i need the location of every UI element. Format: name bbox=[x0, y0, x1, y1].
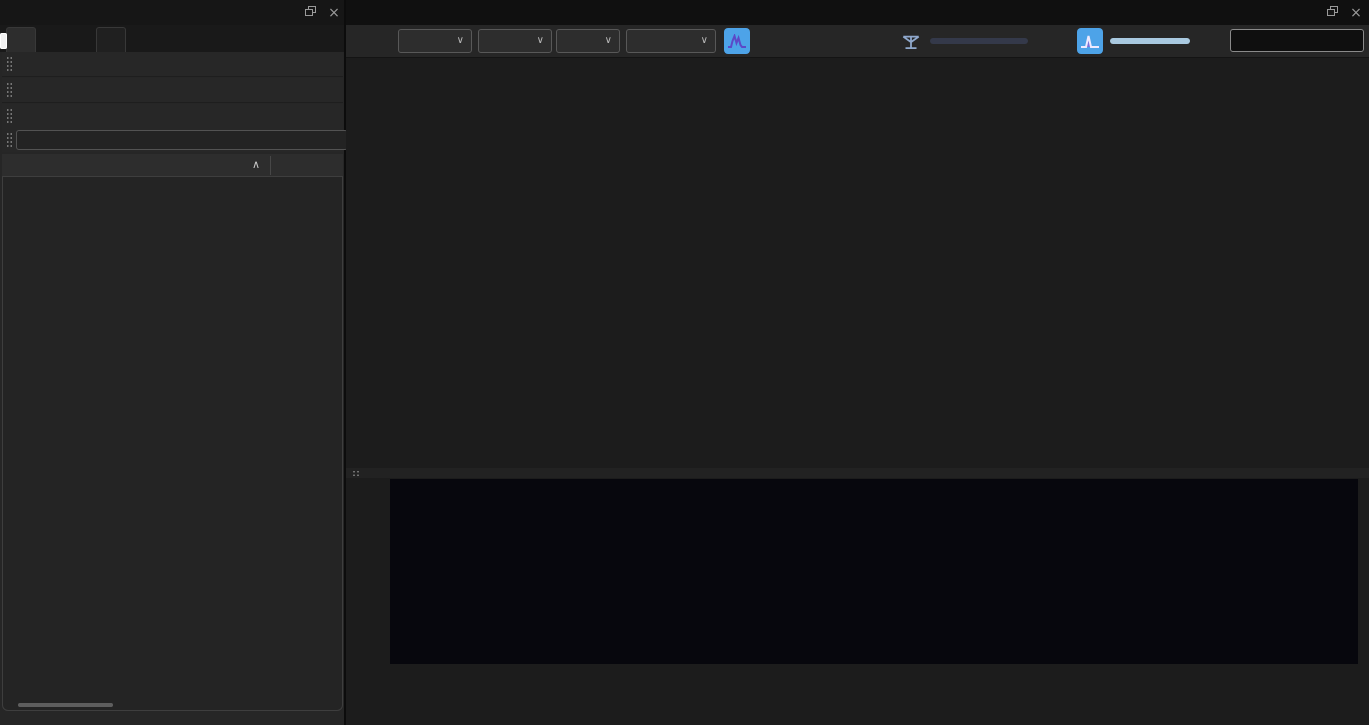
toolbar-drag-handle[interactable] bbox=[6, 56, 12, 72]
close-icon[interactable]: × bbox=[327, 7, 341, 20]
float-window-icon[interactable] bbox=[305, 6, 319, 19]
chevron-down-icon: ∨ bbox=[457, 30, 464, 52]
chevron-down-icon: ∨ bbox=[537, 30, 544, 52]
dropdown-last[interactable]: ∨ bbox=[398, 29, 472, 53]
application-window: × ∧ × ∨ ∨ ∨ bbox=[0, 0, 1369, 725]
toolbar-drag-handle[interactable] bbox=[6, 132, 12, 148]
search-input[interactable] bbox=[16, 130, 348, 150]
toolbox-titlebar: × bbox=[0, 0, 344, 25]
toolbar-row-jobs bbox=[2, 104, 343, 129]
recordings-list-container bbox=[2, 154, 343, 711]
spectrum-titlebar: × bbox=[346, 0, 1369, 25]
chevron-down-icon: ∨ bbox=[701, 30, 708, 52]
toolbar-drag-handle[interactable] bbox=[6, 108, 12, 124]
offset-slider[interactable] bbox=[930, 38, 1028, 44]
horizontal-scrollbar[interactable] bbox=[18, 703, 113, 707]
float-window-icon[interactable] bbox=[1327, 6, 1341, 19]
spectrum-curve-icon[interactable] bbox=[724, 28, 750, 54]
toolbar-drag-handle[interactable] bbox=[6, 82, 12, 98]
toolbar-row-locations bbox=[2, 52, 343, 77]
gain-slider[interactable] bbox=[1110, 38, 1190, 44]
column-divider[interactable] bbox=[270, 156, 271, 175]
splitter-drag-handle[interactable] bbox=[352, 470, 360, 477]
chevron-down-icon: ∨ bbox=[605, 30, 612, 52]
tab-measurement[interactable] bbox=[96, 27, 126, 52]
antenna-icon[interactable] bbox=[900, 30, 922, 52]
waterfall-plot[interactable] bbox=[390, 479, 1358, 664]
colorbar-gradient bbox=[745, 697, 1000, 716]
frequency-input[interactable] bbox=[1230, 29, 1364, 52]
time-window-slider[interactable] bbox=[758, 38, 848, 44]
dropdown-lines[interactable]: ∨ bbox=[556, 29, 620, 53]
tab-recordings[interactable] bbox=[6, 27, 36, 53]
toolbox-tabbar bbox=[0, 25, 344, 52]
close-icon[interactable]: × bbox=[1349, 7, 1363, 20]
search-row bbox=[2, 128, 343, 152]
sort-ascending-icon: ∧ bbox=[252, 158, 260, 171]
chart-splitter[interactable] bbox=[346, 468, 1369, 478]
toolbar-row-connection bbox=[2, 78, 343, 103]
peak-icon[interactable] bbox=[1077, 28, 1103, 54]
list-header: ∧ bbox=[2, 154, 343, 177]
dropdown-waterfall[interactable]: ∨ bbox=[626, 29, 716, 53]
dropdown-next[interactable]: ∨ bbox=[478, 29, 552, 53]
gain-slider-handle[interactable] bbox=[0, 33, 7, 49]
